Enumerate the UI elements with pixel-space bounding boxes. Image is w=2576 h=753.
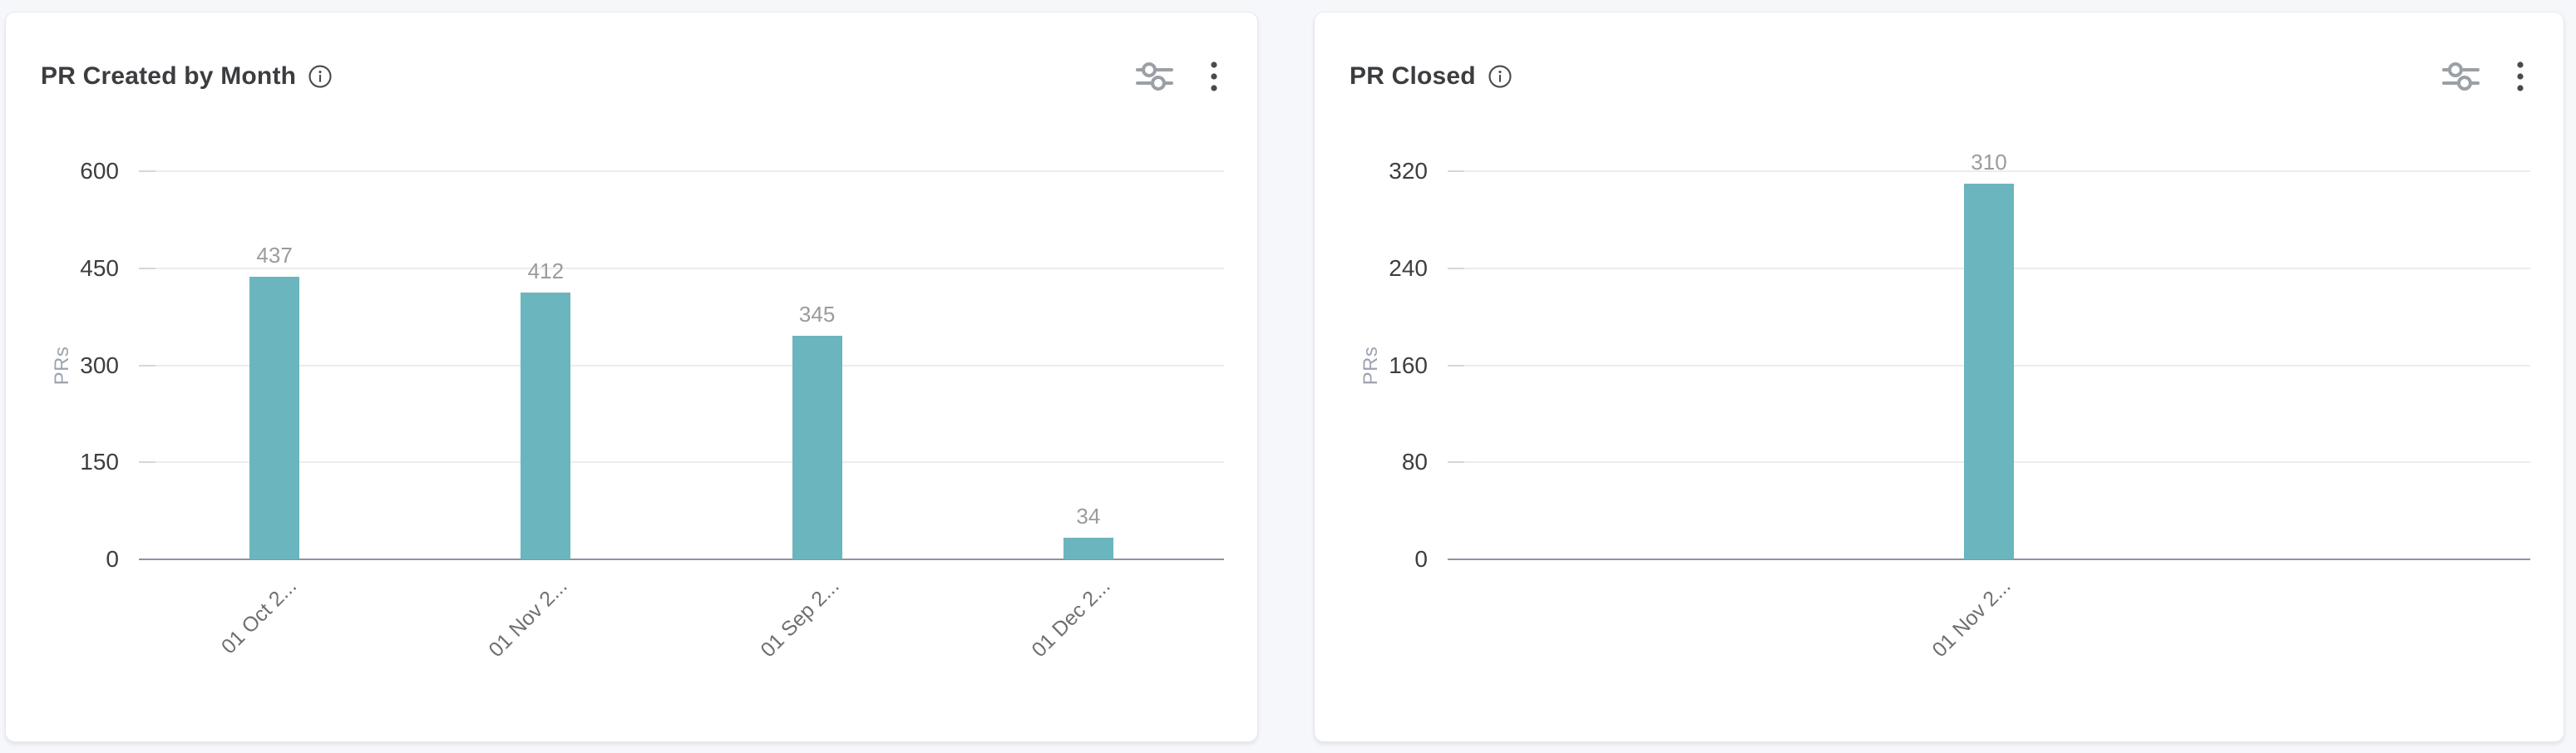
gridline xyxy=(139,267,1224,269)
horizontal-sliders-icon[interactable] xyxy=(1135,59,1174,94)
bar-chart-plot-area: 0 80 160 240 320 PRs 310 01 Nov 2... xyxy=(1360,150,2530,662)
bar-chart-plot-area: 0 150 300 450 600 PRs 437 01 Oct 2... 412 01 Nov … xyxy=(51,158,1224,662)
card-actions xyxy=(2441,59,2525,94)
card-header: PR Closed xyxy=(1315,12,2564,99)
x-tick-label: 01 Nov 2... xyxy=(1927,574,2016,662)
card-actions xyxy=(1135,59,1219,94)
info-circle-icon[interactable] xyxy=(1488,64,1513,89)
bar-value-label: 345 xyxy=(798,302,836,327)
y-tickmark xyxy=(1448,461,1464,464)
x-tick-label: 01 Nov 2... xyxy=(484,574,573,662)
card-header: PR Created by Month xyxy=(6,12,1257,99)
gridline xyxy=(1448,170,2530,172)
y-tickmark xyxy=(139,461,155,464)
x-tick-label: 01 Sep 2... xyxy=(756,574,844,662)
y-axis-title: PRs xyxy=(51,346,73,385)
gridline xyxy=(139,364,1224,367)
card-title: PR Created by Month xyxy=(41,62,297,90)
bar[interactable] xyxy=(1964,183,2014,559)
x-tick-label: 01 Dec 2... xyxy=(1027,574,1115,662)
kebab-menu-icon[interactable] xyxy=(1209,59,1219,94)
y-tick-label: 160 xyxy=(1389,352,1428,378)
gridline xyxy=(139,170,1224,172)
y-tick-label: 150 xyxy=(80,449,119,475)
card-title: PR Closed xyxy=(1350,62,1476,90)
bar-value-label: 34 xyxy=(1076,503,1101,529)
bar-value-label: 437 xyxy=(256,242,293,268)
kebab-menu-icon[interactable] xyxy=(2515,59,2525,94)
y-tick-label: 240 xyxy=(1389,254,1428,281)
y-tickmark xyxy=(1448,267,1464,269)
bar[interactable] xyxy=(249,276,300,559)
bar-value-label: 310 xyxy=(1971,149,2007,175)
pr-closed-chart-card: PR Closed xyxy=(1314,12,2564,742)
bar[interactable] xyxy=(521,293,571,559)
y-tickmark xyxy=(1448,170,1464,172)
y-tick-label: 320 xyxy=(1389,158,1428,184)
y-tickmark xyxy=(139,170,155,172)
y-tickmark xyxy=(139,364,155,367)
y-tick-label: 80 xyxy=(1401,449,1428,475)
horizontal-sliders-icon[interactable] xyxy=(2441,59,2480,94)
gridline xyxy=(139,461,1224,464)
y-axis-title: PRs xyxy=(1360,346,1382,385)
y-tick-label: 600 xyxy=(80,158,119,184)
bar[interactable] xyxy=(792,336,842,559)
y-tick-label: 450 xyxy=(80,254,119,281)
y-tick-label: 300 xyxy=(80,352,119,378)
y-tick-label: 0 xyxy=(106,546,119,572)
x-tick-label: 01 Oct 2... xyxy=(216,574,301,659)
pr-created-chart-card: PR Created by Month xyxy=(5,12,1258,742)
y-tickmark xyxy=(1448,364,1464,367)
x-axis-line xyxy=(1448,559,2530,560)
y-tickmark xyxy=(139,267,155,269)
y-tick-label: 0 xyxy=(1414,546,1428,572)
bar[interactable] xyxy=(1063,537,1113,559)
bar-value-label: 412 xyxy=(527,258,565,284)
x-axis-line xyxy=(139,559,1224,560)
info-circle-icon[interactable] xyxy=(308,64,333,89)
